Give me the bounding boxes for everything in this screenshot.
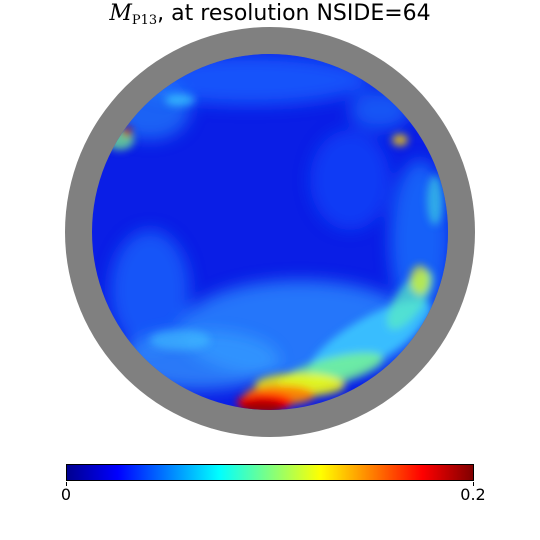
colorbar <box>66 464 474 481</box>
colorbar-tick-min <box>66 482 67 486</box>
map-title: MP13, at resolution NSIDE=64 <box>0 0 540 35</box>
sky-map <box>65 27 475 437</box>
colorbar-min-label: 0 <box>60 485 72 504</box>
map-disk <box>92 54 448 410</box>
title-subscript: P13 <box>131 13 158 28</box>
title-symbol: M <box>109 1 132 26</box>
title-text: , at resolution NSIDE=64 <box>157 1 431 26</box>
colorbar-tick-max <box>473 482 474 486</box>
colorbar-max-label: 0.2 <box>460 485 486 504</box>
